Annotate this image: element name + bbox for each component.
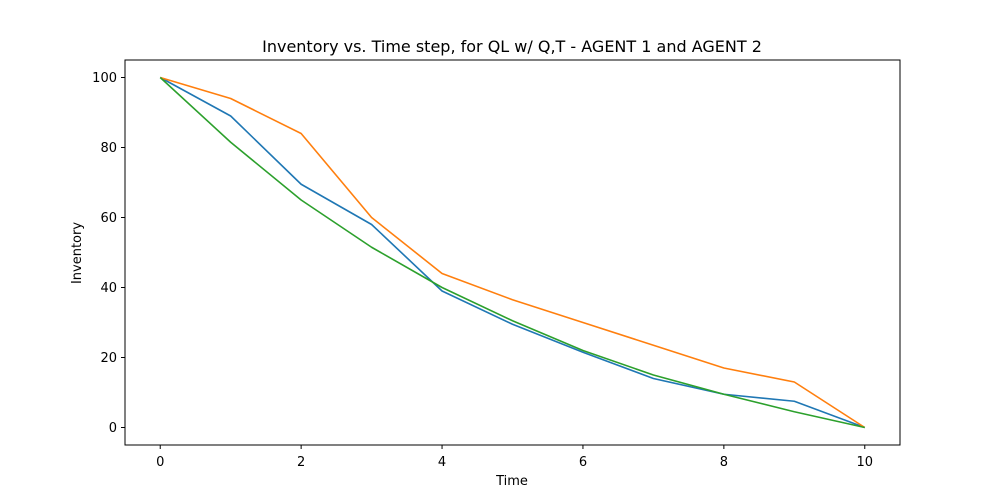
y-tick-label: 80 [100, 141, 117, 156]
series-layer [159, 76, 866, 429]
chart-title: Inventory vs. Time step, for QL w/ Q,T -… [262, 37, 762, 56]
y-tick-label: 60 [100, 211, 117, 226]
x-tick-label: 0 [156, 455, 164, 470]
x-tick-label: 6 [579, 455, 587, 470]
x-axis-label: Time [495, 474, 528, 489]
x-tick-label: 4 [438, 455, 446, 470]
series-line-3 [159, 76, 865, 429]
y-tick-label: 20 [100, 351, 117, 366]
y-tick-label: 100 [92, 71, 117, 86]
x-axis-ticks: 0 2 4 6 8 10 [156, 445, 873, 470]
plot-area [124, 59, 901, 446]
y-axis-label: Inventory [70, 222, 85, 284]
y-axis-ticks: 0 20 40 60 80 100 [92, 71, 125, 436]
x-tick-label: 8 [720, 455, 728, 470]
series-line-1 [159, 76, 866, 429]
y-tick-label: 0 [109, 421, 117, 436]
x-tick-label: 2 [297, 455, 305, 470]
y-tick-label: 40 [100, 281, 117, 296]
series-line-2 [160, 76, 866, 429]
x-tick-label: 10 [856, 455, 873, 470]
